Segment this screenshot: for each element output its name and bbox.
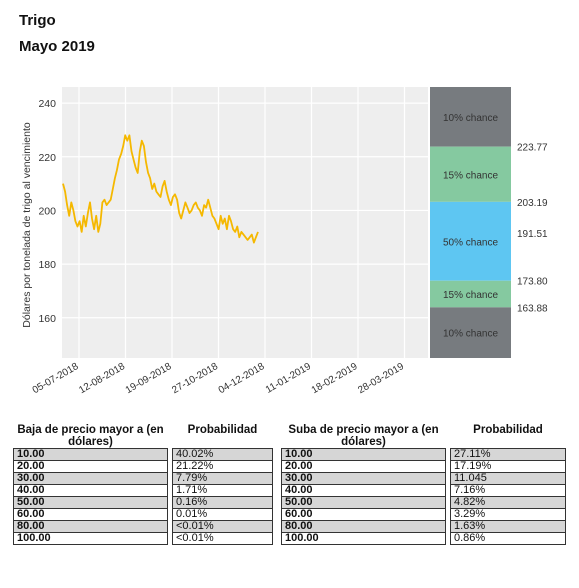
band-label: 10% chance xyxy=(443,329,498,340)
drop-probability-header: Probabilidad xyxy=(187,424,258,436)
y-tick-label: 180 xyxy=(38,259,56,271)
table-row: 80.00 <0.01% xyxy=(13,520,273,533)
band-label: 10% chance xyxy=(443,113,498,124)
price-level: 80.00 xyxy=(13,520,168,533)
price-level: 40.00 xyxy=(281,484,446,497)
table-row: 40.00 1.71% xyxy=(13,484,273,497)
price-level: 50.00 xyxy=(281,496,446,509)
price-level: 30.00 xyxy=(281,472,446,485)
table-row: 100.00 <0.01% xyxy=(13,532,273,545)
price-level: 10.00 xyxy=(281,448,446,461)
drop-level-header: Baja de precio mayor a (en dólares) xyxy=(17,424,164,448)
x-tick-label: 12-08-2018 xyxy=(77,361,127,396)
table-row: 100.00 0.86% xyxy=(281,532,566,545)
probability-value: <0.01% xyxy=(172,520,273,533)
x-tick-label: 05-07-2018 xyxy=(31,361,81,396)
probability-value: 0.16% xyxy=(172,496,273,509)
table-row: 30.00 7.79% xyxy=(13,472,273,485)
chart-title: Trigo xyxy=(19,12,56,29)
price-level: 10.00 xyxy=(13,448,168,461)
probability-value: 27.11% xyxy=(450,448,566,461)
table-row: 50.00 0.16% xyxy=(13,496,273,509)
probability-value: 21.22% xyxy=(172,460,273,473)
table-row: 20.00 21.22% xyxy=(13,460,273,473)
table-row: 30.00 11.045 xyxy=(281,472,566,485)
price-drop-rows: 10.00 40.02% 20.00 21.22% 30.00 7.79% 40.00 1.7… xyxy=(13,448,273,545)
table-row: 40.00 7.16% xyxy=(281,484,566,497)
probability-value: 11.045 xyxy=(450,472,566,485)
band-boundary-label: 163.88 xyxy=(517,303,548,314)
probability-band xyxy=(430,307,511,358)
probability-band xyxy=(430,87,511,147)
probability-bands: 10% chance 15% chance 50% chance 15% chance… xyxy=(430,87,548,358)
y-tick-label: 240 xyxy=(38,98,56,110)
price-level: 100.00 xyxy=(281,532,446,545)
rise-probability-header: Probabilidad xyxy=(473,424,543,436)
plot-area xyxy=(62,87,428,358)
rise-level-header: Suba de precio mayor a (en dólares) xyxy=(288,424,439,448)
probability-value: 7.79% xyxy=(172,472,273,485)
price-level: 30.00 xyxy=(13,472,168,485)
price-level: 40.00 xyxy=(13,484,168,497)
price-rise-table: Suba de precio mayor a (en dólares) Prob… xyxy=(281,424,566,545)
probability-value: 0.86% xyxy=(450,532,566,545)
probability-band xyxy=(430,201,511,281)
price-level: 100.00 xyxy=(13,532,168,545)
price-chart: 10% chance 15% chance 50% chance 15% chance… xyxy=(21,87,548,396)
plot-background xyxy=(62,87,428,358)
probability-band xyxy=(430,280,511,308)
table-row: 20.00 17.19% xyxy=(281,460,566,473)
table-row: 50.00 4.82% xyxy=(281,496,566,509)
price-level: 50.00 xyxy=(13,496,168,509)
probability-value: 0.01% xyxy=(172,508,273,521)
band-boundary-label: 191.51 xyxy=(517,229,548,240)
table-row: 60.00 3.29% xyxy=(281,508,566,521)
probability-value: <0.01% xyxy=(172,532,273,545)
y-tick-label: 160 xyxy=(38,313,56,325)
price-level: 60.00 xyxy=(281,508,446,521)
probability-value: 4.82% xyxy=(450,496,566,509)
x-tick-label: 28-03-2019 xyxy=(356,361,406,396)
band-label: 15% chance xyxy=(443,290,498,301)
y-axis-label: Dólares por tonelada de trigo al vencimi… xyxy=(21,122,33,328)
table-row: 10.00 40.02% xyxy=(13,448,273,461)
price-level: 20.00 xyxy=(13,460,168,473)
band-boundary-label: 203.19 xyxy=(517,198,548,209)
probability-value: 3.29% xyxy=(450,508,566,521)
table-row: 80.00 1.63% xyxy=(281,520,566,533)
x-tick-label: 11-01-2019 xyxy=(264,361,314,396)
probability-value: 40.02% xyxy=(172,448,273,461)
probability-value: 1.63% xyxy=(450,520,566,533)
band-label: 15% chance xyxy=(443,170,498,181)
probability-value: 7.16% xyxy=(450,484,566,497)
table-row: 60.00 0.01% xyxy=(13,508,273,521)
probability-value: 17.19% xyxy=(450,460,566,473)
price-level: 60.00 xyxy=(13,508,168,521)
price-level: 80.00 xyxy=(281,520,446,533)
probability-band xyxy=(430,146,511,202)
probability-value: 1.71% xyxy=(172,484,273,497)
band-boundary-label: 223.77 xyxy=(517,143,548,154)
price-drop-table: Baja de precio mayor a (en dólares) Prob… xyxy=(13,424,273,545)
price-line xyxy=(62,134,259,244)
y-tick-label: 200 xyxy=(38,205,56,217)
band-boundary-label: 173.80 xyxy=(517,277,548,288)
x-tick-label: 04-12-2018 xyxy=(217,361,267,396)
x-tick-label: 19-09-2018 xyxy=(124,361,174,396)
chart-subtitle: Mayo 2019 xyxy=(19,38,95,55)
table-row: 10.00 27.11% xyxy=(281,448,566,461)
band-label: 50% chance xyxy=(443,237,498,248)
price-level: 20.00 xyxy=(281,460,446,473)
x-tick-label: 27-10-2018 xyxy=(170,361,220,396)
price-rise-rows: 10.00 27.11% 20.00 17.19% 30.00 11.045 40.00 7.… xyxy=(281,448,566,545)
y-tick-label: 220 xyxy=(38,152,56,164)
x-tick-label: 18-02-2019 xyxy=(310,361,360,396)
